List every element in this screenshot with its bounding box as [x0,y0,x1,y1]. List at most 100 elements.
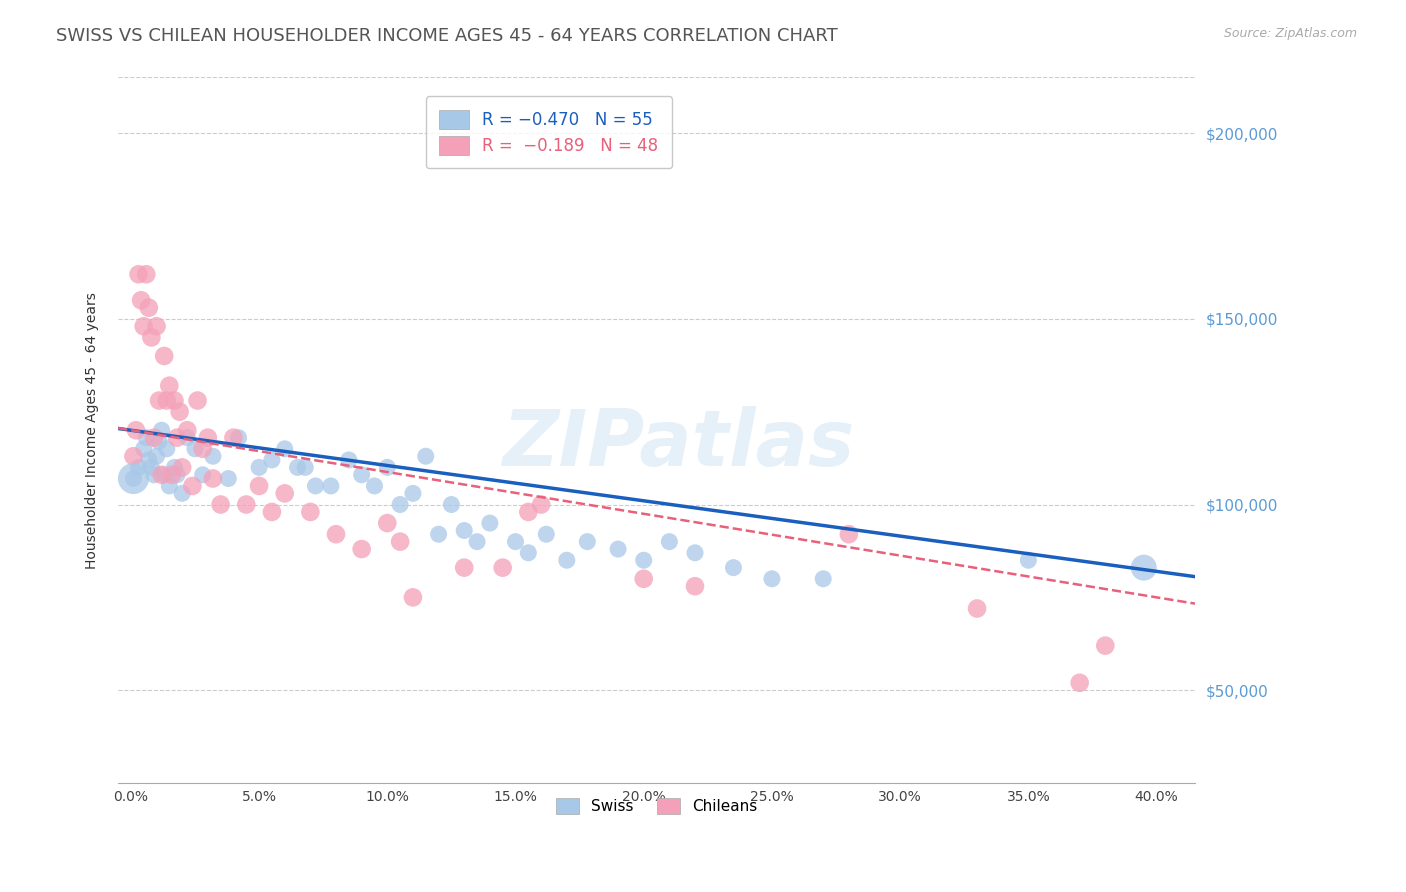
Point [169,405,191,419]
Point [141,460,163,475]
Point [683,579,706,593]
Point [350,542,373,557]
Point [260,505,283,519]
Point [176,423,198,437]
Point [492,560,515,574]
Point [427,527,450,541]
Point [274,442,297,456]
Point [389,534,412,549]
Legend: Swiss, Chileans: Swiss, Chileans [546,788,768,825]
Point [260,453,283,467]
Point [319,479,342,493]
Point [375,460,398,475]
Point [505,534,527,549]
Text: Source: ZipAtlas.com: Source: ZipAtlas.com [1223,27,1357,40]
Point [633,553,655,567]
Point [517,546,540,560]
Point [761,572,783,586]
Point [658,534,681,549]
Point [156,393,179,408]
Point [132,319,155,334]
Point [299,505,322,519]
Point [135,431,157,445]
Point [1132,560,1154,574]
Point [153,467,176,482]
Point [138,301,160,315]
Point [128,267,150,281]
Point [228,431,250,445]
Point [191,442,214,456]
Point [145,319,167,334]
Point [576,534,599,549]
Point [375,516,398,530]
Point [135,267,157,281]
Point [607,542,630,557]
Point [138,453,160,467]
Point [217,471,239,485]
Point [247,460,270,475]
Point [209,498,232,512]
Point [122,471,145,485]
Point [465,534,488,549]
Point [132,442,155,456]
Point [157,378,180,392]
Point [222,431,245,445]
Point [838,527,860,541]
Point [813,572,835,586]
Point [723,560,745,574]
Point [633,572,655,586]
Point [235,498,257,512]
Point [966,601,988,615]
Point [163,460,186,475]
Point [1094,639,1116,653]
Point [184,442,207,456]
Point [122,471,145,485]
Point [350,467,373,482]
Point [148,393,170,408]
Point [1069,675,1091,690]
Point [153,349,176,363]
Point [201,449,224,463]
Point [363,479,385,493]
Point [517,505,540,519]
Point [304,479,326,493]
Point [160,467,183,482]
Point [453,524,475,538]
Point [150,423,173,437]
Point [166,467,188,482]
Point [142,431,165,445]
Point [148,434,170,449]
Point [176,431,198,445]
Y-axis label: Householder Income Ages 45 - 64 years: Householder Income Ages 45 - 64 years [86,292,100,569]
Point [156,442,179,456]
Point [150,467,173,482]
Point [555,553,578,567]
Point [186,393,208,408]
Point [191,467,214,482]
Point [402,486,425,500]
Point [325,527,347,541]
Point [453,560,475,574]
Point [389,498,412,512]
Point [125,423,148,437]
Point [172,486,194,500]
Point [402,591,425,605]
Point [415,449,437,463]
Point [141,330,163,344]
Point [478,516,501,530]
Point [122,449,145,463]
Point [294,460,316,475]
Point [129,293,152,308]
Point [536,527,558,541]
Text: ZIPatlas: ZIPatlas [502,407,855,483]
Point [440,498,463,512]
Point [157,479,180,493]
Point [145,449,167,463]
Point [172,460,194,475]
Point [1017,553,1039,567]
Point [142,467,165,482]
Text: SWISS VS CHILEAN HOUSEHOLDER INCOME AGES 45 - 64 YEARS CORRELATION CHART: SWISS VS CHILEAN HOUSEHOLDER INCOME AGES… [56,27,838,45]
Point [530,498,553,512]
Point [683,546,706,560]
Point [163,393,186,408]
